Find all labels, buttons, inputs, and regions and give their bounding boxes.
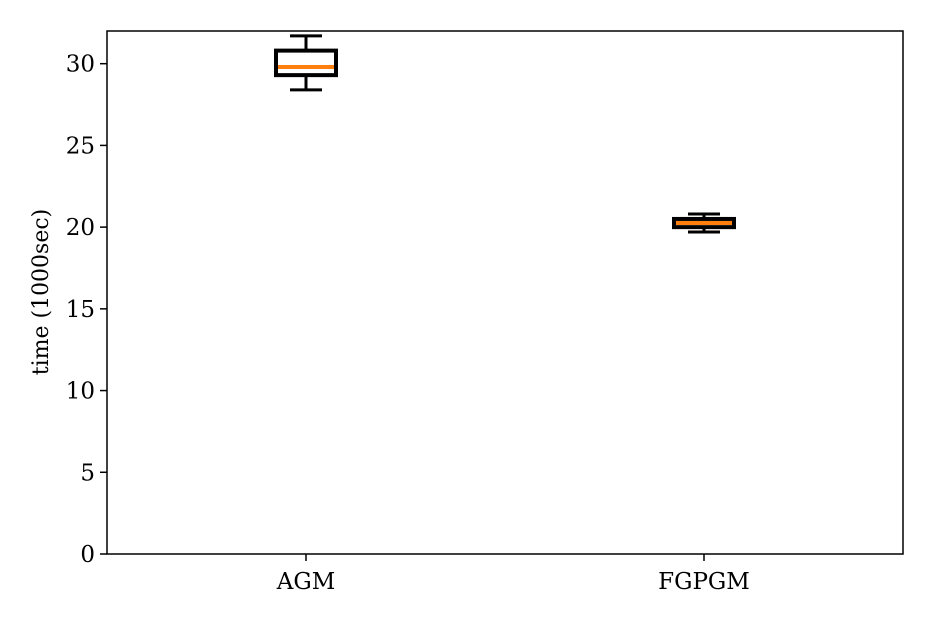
plot-area-frame [106,30,904,555]
boxes-group [274,34,736,234]
y-tick-label: 10 [66,379,95,405]
y-tick-label: 20 [66,215,95,241]
y-tick-label: 0 [80,542,95,568]
y-axis: 0 5 10 15 20 25 30 [66,52,107,568]
y-tick-label: 15 [66,297,95,323]
y-tick-label: 25 [66,133,95,159]
box-agm [274,34,338,92]
box-fgpgm [672,212,736,234]
box-iqr [672,216,736,230]
x-tick-label: AGM [276,569,336,595]
x-axis: AGM FGPGM [276,554,750,595]
y-tick-label: 30 [66,52,95,78]
box-iqr [274,48,338,78]
y-axis-title: time (1000sec) [29,209,54,376]
y-tick-label: 5 [80,460,95,486]
x-tick-label: FGPGM [658,569,750,595]
